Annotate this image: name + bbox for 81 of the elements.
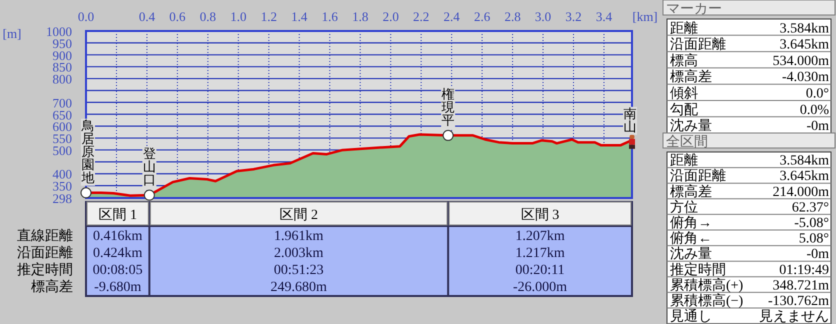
x-tick-label: 1.2 [260, 9, 277, 24]
text: -0m [806, 247, 830, 262]
text: 5.08° [798, 232, 829, 247]
text: 0.424km [92, 246, 142, 261]
x-tick-label: 1.0 [230, 9, 246, 24]
x-tick-label: 0.8 [200, 9, 216, 24]
text: 標高 [670, 52, 698, 69]
text: 俯角→ [670, 215, 712, 231]
text: 距離 [670, 20, 698, 36]
text: 2.003km [274, 246, 324, 261]
text: -0m [806, 119, 830, 134]
text: 214.000m [772, 184, 830, 200]
text: 推定時間 [17, 262, 73, 278]
x-tick-label: 3.4 [596, 9, 613, 24]
annotation: 南山 [624, 106, 636, 134]
text: 534.000m [772, 54, 830, 69]
text: 沿面距離 [17, 245, 73, 261]
text: 標高差 [31, 279, 73, 295]
text: -5.08° [794, 216, 829, 231]
text: マーカー [666, 2, 722, 17]
text: -9.680m [94, 280, 142, 295]
text: 00:20:11 [515, 263, 565, 278]
text: 沿面距離 [670, 168, 726, 184]
text: 俯角← [670, 230, 712, 247]
text: 62.37° [792, 200, 829, 216]
text: 1.207km [515, 229, 565, 244]
text: 見えません [759, 310, 829, 324]
annotation: 登山口 [142, 146, 156, 188]
text: 区間 2 [280, 208, 318, 223]
text: 区間 1 [98, 208, 137, 223]
text: 沈み量 [670, 118, 712, 134]
annotation: 鳥居原園地 [80, 118, 94, 185]
x-tick-label: 1.8 [352, 9, 368, 24]
x-tick-label: 3.0 [534, 9, 552, 24]
x-tick-label: 0.4 [138, 9, 156, 24]
text: -26.000m [513, 280, 568, 295]
x-tick-label: 2.2 [413, 9, 430, 24]
text: 距離 [670, 152, 698, 169]
x-tick-label: 3.2 [565, 9, 582, 24]
text: 0.416km [92, 229, 142, 244]
text: 見通し [670, 308, 712, 324]
text: 標高差 [670, 184, 712, 200]
text: 累積標高(−) [670, 293, 744, 309]
text: 0.0° [806, 86, 829, 102]
text: 累積標高(+) [670, 277, 744, 294]
text: 勾配 [670, 102, 698, 118]
text: 方位 [670, 199, 698, 216]
x-tick-label: 0.0 [78, 9, 94, 24]
text: 0.0% [800, 102, 830, 118]
text: 348.721m [772, 278, 830, 294]
x-tick-label: 2.6 [474, 9, 491, 24]
x-tick-label: 2.4 [444, 9, 460, 24]
text: 1.217km [515, 246, 565, 261]
y-axis-title: [m] [2, 26, 22, 41]
text: 00:08:05 [92, 263, 143, 278]
text: 3.645km [780, 38, 830, 53]
text: 01:19:49 [779, 262, 829, 278]
text: 全区間 [666, 134, 708, 150]
x-tick-label: 0.6 [169, 9, 186, 24]
text: 推定時間 [670, 262, 726, 278]
text: 区間 3 [520, 208, 560, 223]
text: -4.030m [782, 70, 830, 86]
x-tick-label: 1.6 [322, 9, 338, 24]
text: 沈み量 [670, 246, 712, 262]
text: 3.584km [780, 154, 830, 169]
x-tick-label: 1.4 [291, 9, 308, 24]
text: -130.762m [768, 294, 830, 309]
text: 249.680m [270, 280, 328, 295]
y-tick-label: 298 [52, 191, 72, 206]
x-tick-label: 2.8 [504, 9, 521, 24]
text: 3.584km [780, 21, 830, 36]
x-tick-label: 2.0 [382, 9, 399, 24]
text: 傾斜 [670, 86, 698, 102]
annotation: 権現平 [442, 86, 455, 128]
text: 沿面距離 [670, 36, 726, 53]
text: 3.645km [780, 169, 830, 184]
text: 直線距離 [17, 228, 73, 244]
text: 標高差 [670, 69, 712, 86]
x-axis-title: [km] [632, 9, 658, 24]
text: 00:51:23 [274, 263, 324, 278]
text: 1.961km [274, 229, 324, 244]
